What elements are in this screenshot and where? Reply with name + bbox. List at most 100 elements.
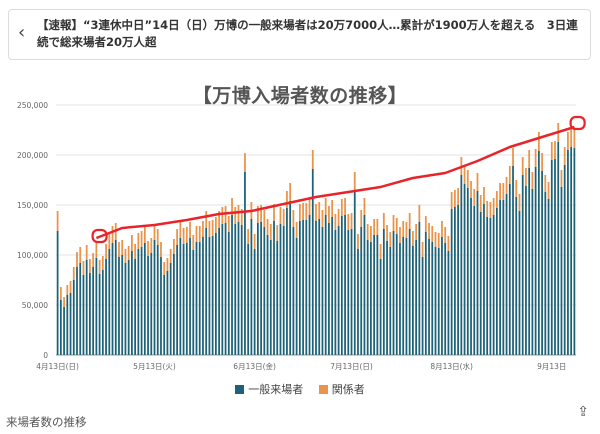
bar-general: [340, 216, 343, 355]
bar-staff: [547, 182, 550, 199]
bar-general: [85, 260, 88, 355]
headline-card[interactable]: ‹ 【速報】“3連休中日”14日（日）万博の一般来場者は20万7000人…累計が…: [8, 9, 591, 60]
bar-general: [266, 235, 269, 355]
bar-general: [198, 242, 201, 355]
bar-staff: [108, 233, 111, 249]
bar-general: [570, 147, 573, 355]
bar-staff: [295, 222, 298, 238]
bar-staff: [344, 198, 346, 215]
bar-staff: [366, 224, 369, 240]
share-icon[interactable]: ⇪: [577, 404, 589, 420]
bar-staff: [508, 166, 511, 184]
bar-general: [350, 229, 353, 355]
y-tick-label: 50,000: [22, 301, 48, 310]
bar-staff: [63, 297, 65, 307]
bar-general: [328, 223, 330, 355]
bar-staff: [266, 219, 269, 235]
bar-staff: [143, 226, 146, 243]
bar-general: [173, 254, 175, 355]
bar-general: [192, 250, 195, 355]
bar-general: [373, 235, 376, 355]
bar-staff: [185, 227, 188, 243]
bar-staff: [525, 168, 527, 186]
bar-general: [476, 191, 479, 355]
bar-general: [114, 240, 117, 355]
bar-staff: [399, 227, 401, 243]
bar-staff: [479, 195, 482, 212]
bar-staff: [392, 215, 395, 231]
bar-staff: [321, 210, 324, 227]
bar-general: [240, 225, 243, 355]
image-caption: 来場者数の推移: [6, 415, 87, 429]
bar-general: [76, 267, 78, 355]
bar-general: [347, 230, 350, 355]
bar-general: [279, 224, 282, 355]
bar-general: [108, 249, 111, 355]
bar-general: [318, 219, 321, 355]
bar-staff: [476, 173, 479, 191]
bar-general: [211, 236, 214, 355]
bar-general: [150, 253, 153, 355]
bar-general: [495, 208, 498, 355]
bar-staff: [308, 198, 311, 215]
bar-staff: [176, 229, 179, 245]
legend-staff: 関係者: [318, 381, 365, 397]
bar-general: [59, 300, 62, 355]
bar-staff: [502, 183, 505, 200]
bar-general: [98, 274, 101, 355]
bar-staff: [473, 189, 476, 206]
highlight-circle: [569, 115, 586, 131]
bar-staff: [231, 198, 233, 215]
bar-staff: [373, 219, 376, 235]
bar-staff: [495, 191, 498, 208]
highlight-circle: [91, 228, 108, 244]
bar-staff: [489, 202, 492, 218]
bar-general: [311, 169, 314, 355]
bar-general: [334, 230, 337, 355]
bar-general: [412, 246, 414, 355]
bar-general: [143, 243, 146, 355]
bar-staff: [105, 244, 107, 259]
bar-general: [147, 256, 149, 355]
bar-general: [447, 251, 450, 355]
bar-general: [127, 260, 130, 355]
bar-general: [182, 244, 185, 355]
bar-general: [160, 257, 162, 355]
bar-general: [276, 241, 279, 355]
bar-general: [56, 231, 59, 355]
x-tick-label: 8月13日(水): [430, 361, 473, 371]
bar-general: [508, 184, 511, 355]
bar-general: [389, 247, 392, 355]
bar-staff: [72, 267, 75, 280]
bar-general: [124, 263, 127, 355]
bar-staff: [340, 199, 343, 216]
chevron-left-icon[interactable]: ‹: [18, 22, 26, 43]
bar-general: [505, 194, 508, 355]
bar-general: [424, 232, 427, 355]
bar-general: [486, 217, 489, 355]
bar-general: [460, 175, 463, 355]
bar-general: [250, 219, 253, 355]
bar-staff: [140, 231, 143, 247]
x-tick-label: 7月13日(日): [330, 362, 373, 371]
bar-staff: [137, 233, 140, 249]
bar-general: [118, 257, 120, 355]
bar-general: [121, 255, 124, 355]
bar-general: [137, 249, 140, 355]
bar-general: [224, 223, 227, 355]
bar-general: [131, 251, 133, 355]
bar-staff: [428, 223, 430, 239]
bar-general: [428, 239, 430, 355]
bar-staff: [282, 209, 285, 226]
bar-staff: [563, 147, 566, 165]
bar-general: [234, 224, 237, 355]
headline-text: 【速報】“3連休中日”14日（日）万博の一般来場者は20万7000人…累計が19…: [37, 18, 578, 49]
bar-general: [253, 249, 256, 355]
bar-staff: [421, 242, 424, 257]
bar-general: [470, 198, 472, 355]
bar-staff: [379, 244, 382, 259]
bar-general: [331, 217, 334, 355]
bar-general: [353, 190, 356, 355]
bar-staff: [512, 148, 514, 166]
